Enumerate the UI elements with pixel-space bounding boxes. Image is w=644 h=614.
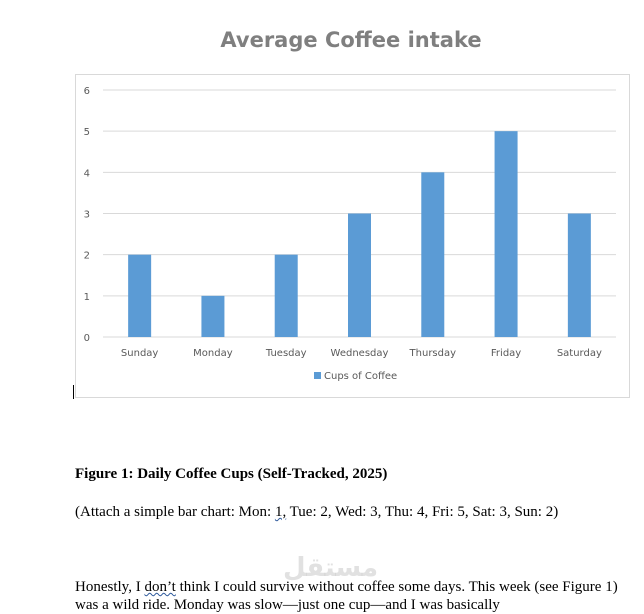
legend-swatch xyxy=(314,372,321,379)
bar xyxy=(201,295,225,337)
figure-caption: Figure 1: Daily Coffee Cups (Self-Tracke… xyxy=(75,466,388,482)
spelling-flag[interactable]: 1, xyxy=(274,504,287,520)
legend-label: Cups of Coffee xyxy=(324,371,397,382)
chart-area[interactable]: 0 1 2 3 4 5 6 Sunday Monday Tuesday Wednesday Thurs… xyxy=(75,74,630,398)
attach-note: (Attach a simple bar chart: Mon: 1, Tue:… xyxy=(75,504,558,521)
body-text-segment: Honestly, I xyxy=(75,579,145,595)
attach-note-text: Tue: 2, Wed: 3, Thu: 4, Fri: 5, Sat: 3, … xyxy=(286,504,559,520)
x-tick-label: Wednesday xyxy=(331,348,389,359)
bar xyxy=(348,213,371,337)
bar xyxy=(494,131,518,337)
body-paragraph: Honestly, I don’t think I could survive … xyxy=(75,578,635,614)
x-tick-label: Saturday xyxy=(557,348,602,359)
attach-note-text: (Attach a simple bar chart: Mon: xyxy=(75,504,275,520)
x-tick-label: Monday xyxy=(193,348,233,359)
y-tick-label: 3 xyxy=(84,210,90,221)
bar xyxy=(274,254,298,337)
watermark-logo: مستقل xyxy=(283,553,379,583)
y-tick-label: 5 xyxy=(84,127,90,138)
y-tick-label: 0 xyxy=(84,333,90,344)
chart-title: Average Coffee intake xyxy=(220,28,482,52)
bar xyxy=(567,213,591,337)
spelling-flag[interactable]: don’t xyxy=(144,579,176,595)
bar xyxy=(128,254,152,337)
text-cursor xyxy=(73,385,74,399)
y-tick-label: 2 xyxy=(84,251,90,262)
x-tick-label: Sunday xyxy=(121,348,158,359)
bar-chart: 0 1 2 3 4 5 6 Sunday Monday Tuesday Wednesday Thurs… xyxy=(84,86,616,382)
y-tick-label: 6 xyxy=(84,86,90,97)
y-tick-label: 1 xyxy=(84,292,90,303)
x-tick-label: Thursday xyxy=(409,348,457,359)
x-tick-label: Tuesday xyxy=(265,348,307,359)
y-tick-label: 4 xyxy=(84,168,90,179)
x-tick-label: Friday xyxy=(491,348,521,359)
bar xyxy=(421,172,445,337)
